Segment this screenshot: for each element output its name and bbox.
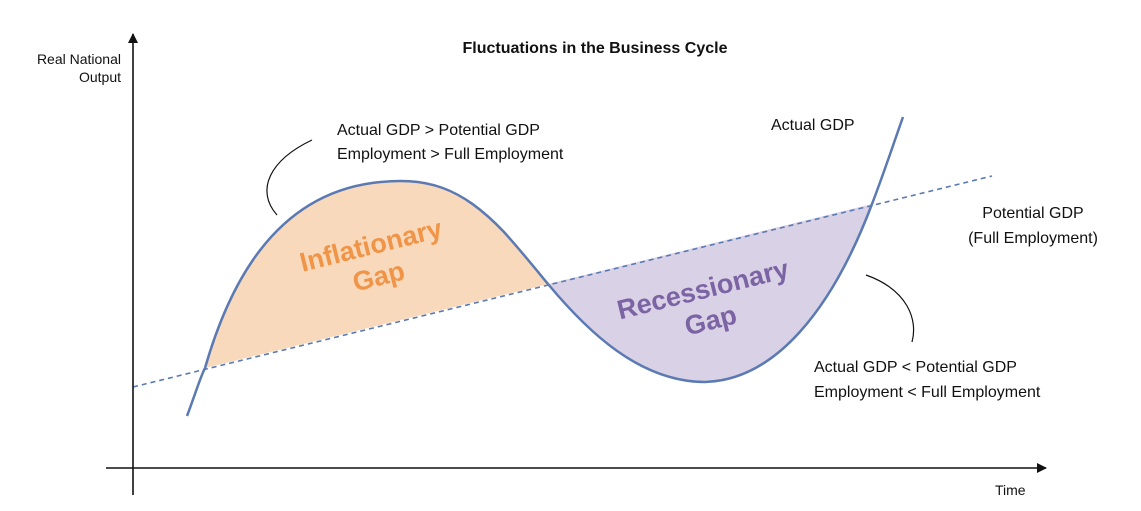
y-axis-label-line2: Output [79,69,121,85]
upper-annotation-line1: Actual GDP > Potential GDP [337,122,540,139]
y-axis-label-line1: Real National [37,51,121,67]
potential-gdp-label-line2: (Full Employment) [968,230,1098,247]
actual-gdp-label: Actual GDP [771,117,855,134]
lower-annotation-bracket [865,274,915,343]
potential-gdp-line [132,175,993,388]
recessionary-gap-region [548,204,872,382]
upper-annotation-line2: Employment > Full Employment [337,146,564,163]
lower-annotation-line1: Actual GDP < Potential GDP [814,359,1017,376]
inflationary-gap-region [205,180,548,368]
potential-gdp-label-line1: Potential GDP [982,205,1083,222]
upper-annotation-bracket [266,139,313,216]
x-axis-label: Time [995,482,1026,498]
lower-annotation-line2: Employment < Full Employment [814,384,1041,401]
chart-title: Fluctuations in the Business Cycle [463,40,728,57]
actual-gdp-curve [185,116,905,417]
